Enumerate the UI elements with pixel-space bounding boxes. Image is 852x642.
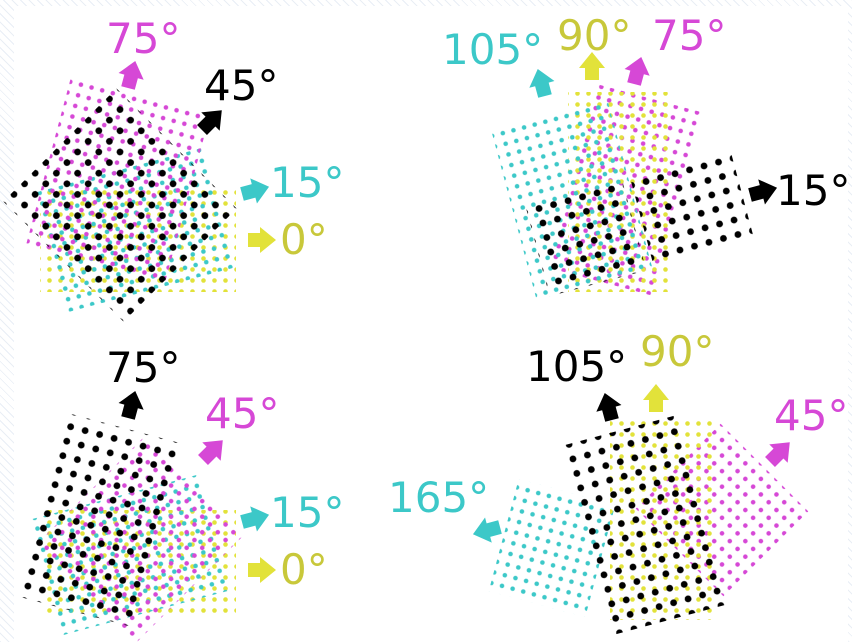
black-screen-75 — [17, 412, 183, 628]
panel-top-left: 75° 45° 15° 0° — [3, 14, 344, 322]
arrow-yellow-90-icon — [643, 384, 669, 412]
arrow-magenta-75-icon — [624, 56, 650, 86]
label-yellow-90: 90° — [640, 327, 714, 376]
black-screen-105 — [565, 415, 725, 635]
arrow-cyan-15-icon — [240, 178, 270, 204]
label-magenta-45: 45° — [205, 389, 279, 438]
arrow-black-45-icon — [197, 110, 222, 135]
label-yellow-90: 90° — [557, 11, 631, 60]
label-cyan-105: 105° — [442, 25, 543, 74]
arrow-magenta-45-icon — [765, 442, 790, 467]
arrow-cyan-15-icon — [240, 506, 270, 532]
black-screen-45 — [3, 88, 237, 322]
label-yellow-0: 0° — [280, 215, 328, 264]
arrow-cyan-105-icon — [529, 68, 555, 98]
label-black-75: 75° — [106, 343, 180, 392]
label-black-45: 45° — [204, 61, 278, 110]
label-cyan-165: 165° — [388, 473, 489, 522]
arrow-yellow-90-icon — [579, 52, 605, 80]
arrow-black-105-icon — [596, 392, 622, 422]
cyan-screen-165 — [488, 479, 616, 617]
panel-bottom-left: 75° 45° 15° 0° — [17, 343, 344, 642]
arrow-cyan-165-icon — [472, 517, 502, 543]
arrow-black-75-icon — [118, 390, 144, 420]
black-screen-core — [525, 178, 647, 297]
panel-top-right: 105° 90° 75° 15° — [442, 11, 850, 303]
black-screen-15 — [629, 148, 755, 268]
label-cyan-15: 15° — [270, 158, 344, 207]
label-magenta-75: 75° — [106, 14, 180, 63]
label-magenta-45: 45° — [774, 391, 848, 440]
label-black-15: 15° — [776, 166, 850, 215]
arrow-magenta-45-icon — [198, 440, 223, 465]
arrow-yellow-0-icon — [248, 227, 276, 253]
panel-bottom-right: 105° 90° 45° 165° — [388, 327, 848, 635]
label-magenta-75: 75° — [652, 11, 726, 60]
label-cyan-15: 15° — [270, 488, 344, 537]
label-black-105: 105° — [526, 342, 627, 391]
arrow-yellow-0-icon — [248, 557, 276, 583]
arrow-up-magenta-icon — [118, 60, 144, 90]
arrow-black-15-icon — [748, 179, 778, 205]
label-yellow-0: 0° — [280, 545, 328, 594]
